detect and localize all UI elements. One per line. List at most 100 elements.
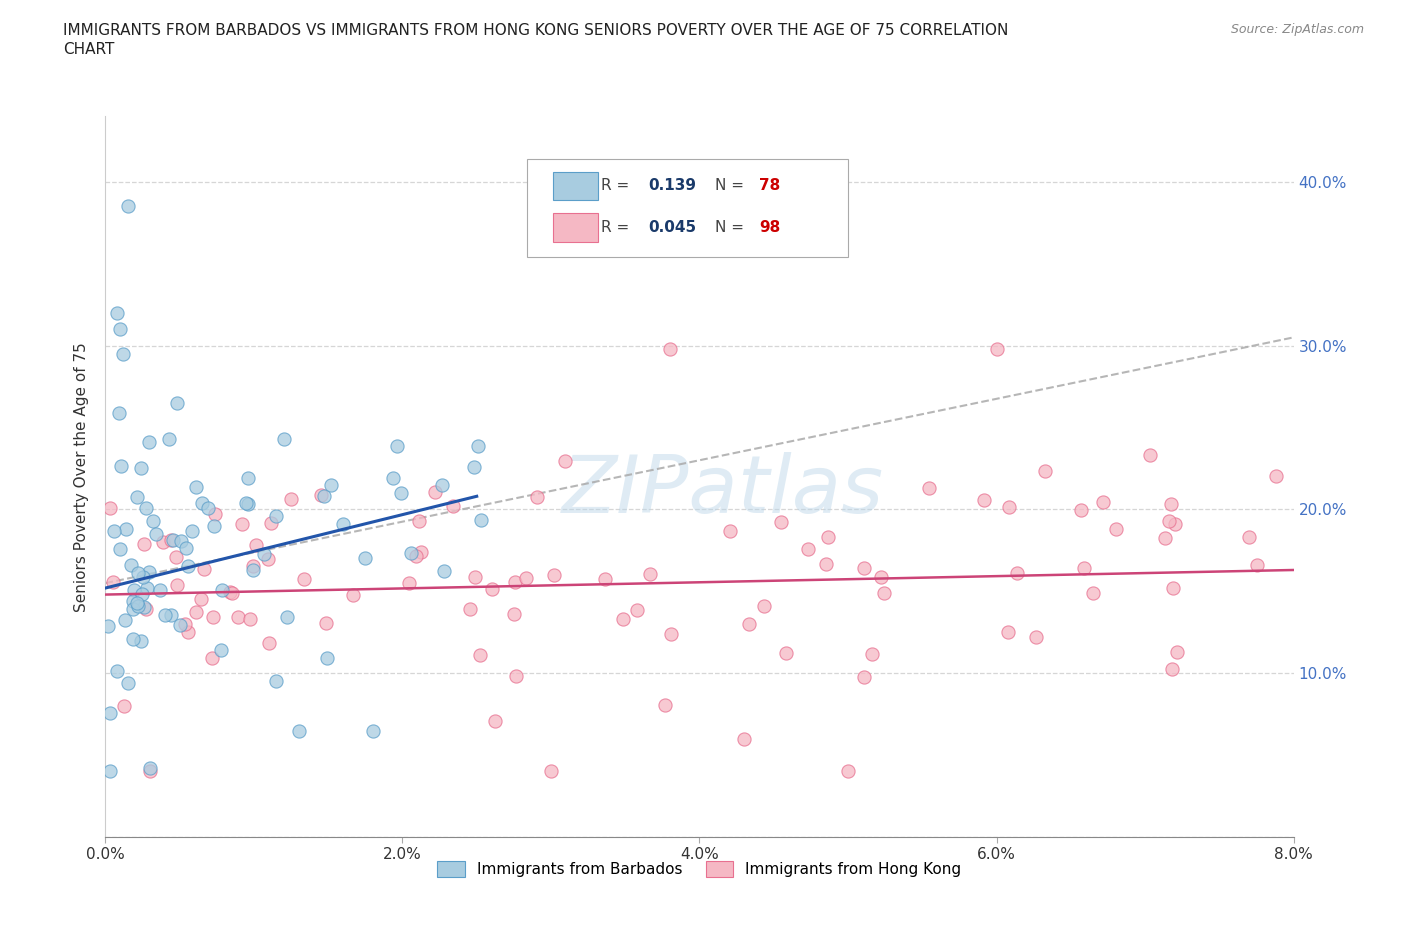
Point bbox=[1157, 513, 1180, 528]
Point bbox=[292, 571, 315, 586]
Point bbox=[114, 522, 136, 537]
Point bbox=[122, 593, 145, 608]
Point bbox=[917, 481, 939, 496]
Point bbox=[332, 517, 354, 532]
Point bbox=[193, 562, 215, 577]
Point bbox=[463, 460, 485, 475]
Point bbox=[184, 604, 207, 619]
Point bbox=[209, 643, 232, 658]
Point bbox=[138, 435, 160, 450]
Point bbox=[464, 569, 486, 584]
Point bbox=[139, 764, 162, 779]
Point bbox=[1164, 517, 1187, 532]
Point bbox=[433, 564, 456, 578]
Point bbox=[467, 439, 489, 454]
Point bbox=[114, 613, 136, 628]
Point bbox=[190, 591, 212, 606]
Point bbox=[470, 512, 492, 527]
Point bbox=[132, 569, 155, 584]
Point bbox=[430, 478, 453, 493]
Point bbox=[873, 586, 896, 601]
Point bbox=[1070, 503, 1092, 518]
Point bbox=[389, 485, 412, 500]
FancyBboxPatch shape bbox=[554, 172, 599, 200]
Point bbox=[127, 489, 149, 504]
Point bbox=[202, 519, 225, 534]
Point bbox=[659, 627, 682, 642]
Point bbox=[122, 582, 145, 597]
Point bbox=[280, 492, 302, 507]
Point bbox=[409, 545, 432, 560]
Point bbox=[1105, 522, 1128, 537]
Point bbox=[381, 471, 404, 485]
Point bbox=[470, 648, 492, 663]
Point bbox=[204, 506, 226, 521]
Point bbox=[231, 516, 253, 531]
Point bbox=[191, 495, 214, 510]
Point bbox=[540, 764, 562, 779]
Point bbox=[738, 617, 761, 631]
Point bbox=[135, 500, 157, 515]
Point bbox=[145, 526, 167, 541]
Point bbox=[166, 395, 188, 410]
Point bbox=[135, 601, 157, 616]
Point bbox=[152, 534, 174, 549]
Point bbox=[321, 478, 343, 493]
Point bbox=[1166, 644, 1188, 659]
Point bbox=[385, 439, 408, 454]
Point bbox=[1091, 495, 1114, 510]
Point bbox=[120, 557, 142, 572]
Point bbox=[733, 731, 755, 746]
Text: R =: R = bbox=[600, 179, 634, 193]
Point bbox=[105, 663, 128, 678]
Point bbox=[503, 575, 526, 590]
Point bbox=[718, 524, 741, 538]
Point bbox=[973, 493, 995, 508]
Text: R =: R = bbox=[600, 219, 634, 235]
Point bbox=[110, 458, 132, 473]
Point bbox=[98, 706, 121, 721]
Point bbox=[314, 489, 336, 504]
Point bbox=[245, 538, 267, 552]
Point bbox=[441, 498, 464, 513]
Point bbox=[287, 724, 309, 738]
Point bbox=[108, 405, 131, 420]
Point bbox=[117, 199, 139, 214]
Point bbox=[399, 545, 422, 560]
Point bbox=[122, 602, 145, 617]
Point bbox=[242, 563, 264, 578]
Point bbox=[1083, 586, 1105, 601]
Point bbox=[398, 576, 420, 591]
Point bbox=[654, 698, 676, 712]
Point bbox=[257, 635, 280, 650]
Text: 98: 98 bbox=[759, 219, 780, 235]
Point bbox=[235, 496, 257, 511]
Point bbox=[242, 559, 264, 574]
Point bbox=[256, 551, 278, 566]
Point bbox=[405, 549, 427, 564]
Point bbox=[160, 533, 183, 548]
Point bbox=[481, 581, 503, 596]
Point bbox=[353, 551, 375, 565]
Point bbox=[342, 588, 364, 603]
Point bbox=[1246, 558, 1268, 573]
Point bbox=[316, 651, 339, 666]
Point bbox=[775, 645, 797, 660]
Point bbox=[169, 618, 191, 632]
Text: N =: N = bbox=[714, 179, 749, 193]
Point bbox=[264, 673, 287, 688]
Point bbox=[197, 500, 219, 515]
Point bbox=[129, 634, 152, 649]
Point bbox=[309, 488, 332, 503]
Point bbox=[174, 617, 197, 631]
Point bbox=[593, 571, 616, 586]
Point bbox=[752, 599, 775, 614]
Point bbox=[1160, 496, 1182, 511]
Point bbox=[142, 513, 165, 528]
Point bbox=[177, 624, 200, 639]
Point bbox=[769, 514, 792, 529]
Point bbox=[423, 485, 446, 499]
Point bbox=[131, 587, 153, 602]
Point bbox=[132, 537, 155, 551]
Point bbox=[129, 460, 152, 475]
